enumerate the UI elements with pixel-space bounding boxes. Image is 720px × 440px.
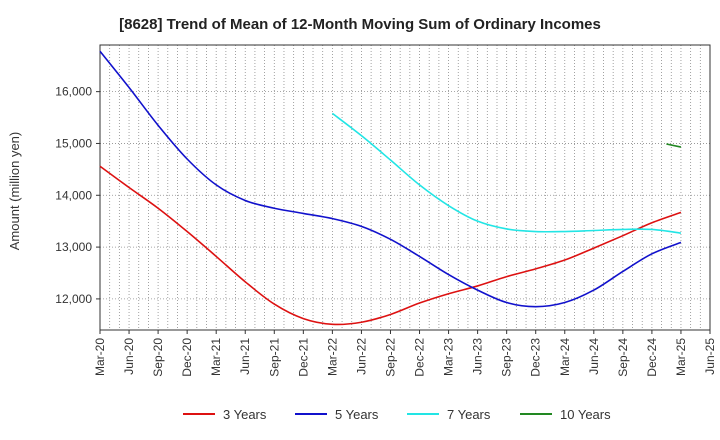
legend-label: 10 Years bbox=[560, 407, 611, 422]
legend: 3 Years 5 Years 7 Years 10 Years bbox=[183, 407, 611, 422]
x-tick-label: Mar-21 bbox=[209, 338, 223, 376]
series-lines bbox=[99, 50, 682, 326]
series-line-10-years bbox=[666, 143, 682, 148]
y-tick-label: 14,000 bbox=[55, 188, 92, 202]
x-tick-label: Jun-25 bbox=[703, 338, 717, 375]
x-tick-label: Sep-23 bbox=[500, 338, 514, 377]
y-axis: 12,000 13,000 14,000 15,000 16,000 bbox=[55, 85, 100, 306]
x-tick-label: Sep-22 bbox=[383, 338, 397, 377]
chart-title: [8628] Trend of Mean of 12-Month Moving … bbox=[119, 16, 601, 33]
series-line-7-years bbox=[331, 112, 682, 234]
series-line-5-years bbox=[99, 50, 682, 308]
y-axis-label: Amount (million yen) bbox=[7, 132, 22, 251]
x-tick-label: Dec-24 bbox=[645, 338, 659, 377]
legend-label: 5 Years bbox=[335, 407, 379, 422]
x-tick-label: Sep-20 bbox=[151, 338, 165, 377]
x-tick-label: Jun-23 bbox=[471, 338, 485, 375]
x-tick-label: Jun-20 bbox=[122, 338, 136, 375]
legend-label: 3 Years bbox=[223, 407, 267, 422]
y-tick-label: 13,000 bbox=[55, 240, 92, 254]
y-tick-label: 16,000 bbox=[55, 85, 92, 99]
x-axis: Mar-20 Jun-20 Sep-20 Dec-20 Mar-21 Jun-21 Sep-… bbox=[93, 330, 717, 377]
x-tick-label: Dec-23 bbox=[529, 338, 543, 377]
x-tick-label: Mar-23 bbox=[442, 338, 456, 376]
x-tick-label: Mar-24 bbox=[558, 338, 572, 376]
x-tick-label: Sep-21 bbox=[267, 338, 281, 377]
x-tick-label: Jun-24 bbox=[587, 338, 601, 375]
plot-area bbox=[99, 44, 711, 331]
x-tick-label: Dec-20 bbox=[180, 338, 194, 377]
grid bbox=[99, 45, 711, 330]
y-tick-label: 15,000 bbox=[55, 136, 92, 150]
x-tick-label: Mar-25 bbox=[674, 338, 688, 376]
x-tick-label: Mar-20 bbox=[93, 338, 107, 376]
series-line-3-years bbox=[99, 165, 682, 326]
x-tick-label: Dec-22 bbox=[413, 338, 427, 377]
x-tick-label: Jun-22 bbox=[354, 338, 368, 375]
legend-label: 7 Years bbox=[447, 407, 491, 422]
y-tick-label: 12,000 bbox=[55, 292, 92, 306]
x-tick-label: Sep-24 bbox=[616, 338, 630, 377]
x-tick-label: Dec-21 bbox=[296, 338, 310, 377]
x-tick-label: Mar-22 bbox=[325, 338, 339, 376]
x-tick-label: Jun-21 bbox=[238, 338, 252, 375]
